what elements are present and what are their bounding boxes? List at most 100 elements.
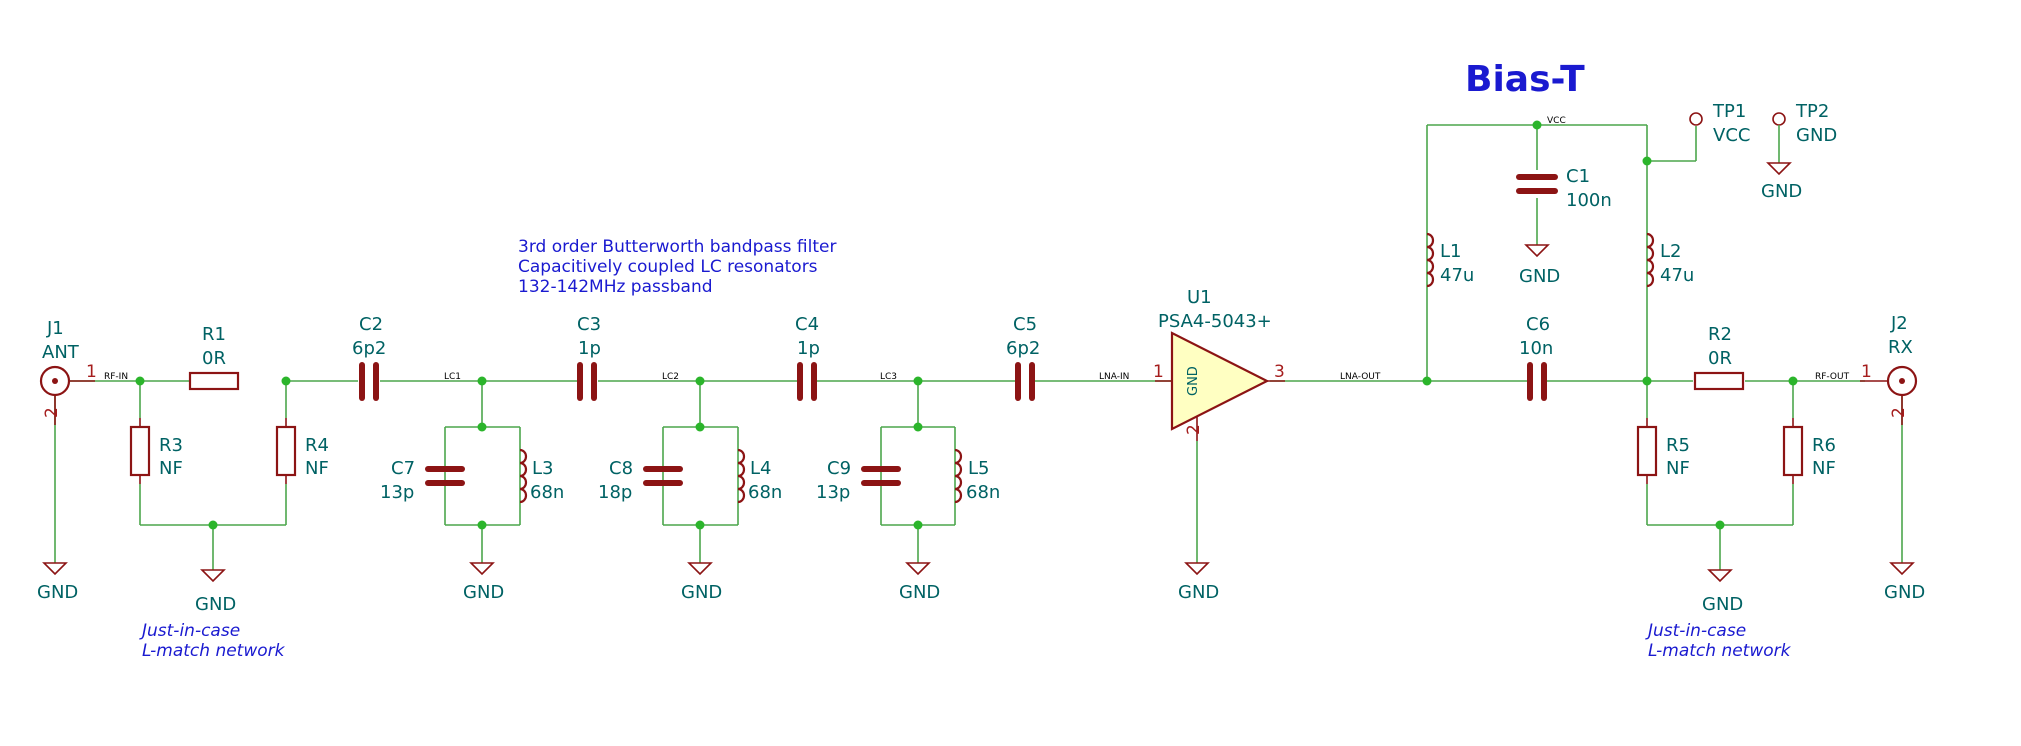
- ground-icon: [1184, 562, 1210, 576]
- resistor-r2[interactable]: R2 0R: [1693, 324, 1745, 391]
- j1-pin1-number: 1: [86, 362, 97, 382]
- junction-dot: [1642, 376, 1652, 386]
- junction-dot: [695, 376, 705, 386]
- c2-ref: C2: [359, 314, 383, 335]
- j1-pin2-number: 2: [42, 407, 62, 418]
- junction-dot: [1532, 120, 1542, 130]
- inductor-l2[interactable]: L2 47u: [1646, 232, 1694, 288]
- resistor-icon: [129, 425, 151, 477]
- inductor-l5[interactable]: L5 68n: [954, 448, 1000, 504]
- inductor-l3[interactable]: L3 68n: [519, 448, 564, 504]
- gnd-label: GND: [1761, 181, 1802, 202]
- gnd-label: GND: [681, 582, 722, 603]
- resistor-r1[interactable]: R1 0R: [188, 324, 240, 391]
- junction-dot: [208, 520, 218, 530]
- r6-value: NF: [1812, 458, 1836, 479]
- r4-ref: R4: [305, 435, 329, 456]
- signal-wires: [54, 124, 1903, 570]
- gnd-label: GND: [1702, 594, 1743, 615]
- junction-dot: [1788, 376, 1798, 386]
- bias-t-title: Bias-T: [1465, 59, 1585, 100]
- ground-icon: [200, 569, 226, 583]
- ground-icon: [1524, 244, 1550, 258]
- net-label-lc3: LC3: [880, 372, 897, 382]
- c5-value: 6p2: [1006, 338, 1040, 359]
- gnd-symbol-lmatch-right: GND: [1702, 569, 1743, 615]
- lmatch-right-note-line1: Just-in-case: [1645, 621, 1746, 641]
- junctions: [135, 120, 1798, 530]
- resistor-r6[interactable]: R6 NF: [1782, 418, 1836, 484]
- resistor-r3[interactable]: R3 NF: [129, 418, 183, 484]
- tp2-value: GND: [1796, 125, 1837, 146]
- junction-dot: [1422, 376, 1432, 386]
- capacitor-c6[interactable]: C6 10n: [1519, 314, 1553, 401]
- gnd-label: GND: [1884, 582, 1925, 603]
- gnd-label: GND: [1178, 582, 1219, 603]
- capacitor-c3[interactable]: C3 1p: [577, 314, 601, 401]
- inductor-coil-icon: [519, 448, 528, 504]
- test-point-tp1[interactable]: TP1 VCC: [1689, 101, 1750, 146]
- junction-dot: [695, 520, 705, 530]
- capacitor-c5[interactable]: C5 6p2: [1006, 314, 1040, 401]
- j2-value: RX: [1888, 337, 1913, 358]
- amplifier-u1[interactable]: GND U1 PSA4-5043+ 1 3 2: [1153, 287, 1285, 441]
- inductor-l4[interactable]: L4 68n: [737, 448, 782, 504]
- c6-ref: C6: [1526, 314, 1550, 335]
- r2-ref: R2: [1708, 324, 1732, 345]
- gnd-label: GND: [899, 582, 940, 603]
- gnd-label: GND: [1519, 266, 1560, 287]
- r5-value: NF: [1666, 458, 1690, 479]
- ground-icon: [905, 562, 931, 576]
- c8-ref: C8: [609, 458, 633, 479]
- tp1-value: VCC: [1713, 125, 1750, 146]
- amplifier-triangle-icon: [1170, 331, 1270, 431]
- ground-icon: [1889, 562, 1915, 576]
- junction-dot: [1642, 156, 1652, 166]
- r1-value: 0R: [202, 348, 226, 369]
- c9-ref: C9: [827, 458, 851, 479]
- c4-ref: C4: [795, 314, 819, 335]
- gnd-label: GND: [463, 582, 504, 603]
- resistor-r5[interactable]: R5 NF: [1636, 418, 1690, 484]
- l2-value: 47u: [1660, 265, 1694, 286]
- inductor-coil-icon: [1426, 232, 1435, 288]
- net-label-vcc: VCC: [1547, 116, 1566, 126]
- test-point-tp2[interactable]: TP2 GND: [1772, 101, 1837, 163]
- l5-ref: L5: [968, 458, 989, 479]
- l2-ref: L2: [1660, 241, 1681, 262]
- net-label-rf-out: RF-OUT: [1815, 372, 1850, 382]
- net-label-lna-out: LNA-OUT: [1340, 372, 1381, 382]
- net-label-lc1: LC1: [444, 372, 461, 382]
- connector-j1[interactable]: J1 ANT 1 2: [39, 318, 97, 425]
- l3-value: 68n: [530, 482, 564, 503]
- r5-ref: R5: [1666, 435, 1690, 456]
- resistor-r4[interactable]: R4 NF: [275, 418, 329, 484]
- resistor-icon: [1782, 425, 1804, 477]
- capacitor-c2[interactable]: C2 6p2: [352, 314, 386, 401]
- gnd-symbol-res1: GND: [463, 562, 504, 603]
- capacitor-c1[interactable]: C1 100n: [1516, 166, 1612, 211]
- test-point-icon: [1689, 112, 1703, 126]
- c8-value: 18p: [598, 482, 632, 503]
- inductor-l1[interactable]: L1 47u: [1426, 232, 1474, 288]
- j2-pin2-number: 2: [1889, 407, 1909, 418]
- filter-note-line2: Capacitively coupled LC resonators: [518, 257, 818, 277]
- junction-dot: [1715, 520, 1725, 530]
- capacitor-c9[interactable]: C9 13p: [816, 458, 901, 503]
- junction-dot: [913, 376, 923, 386]
- ground-icon: [469, 562, 495, 576]
- capacitor-c8[interactable]: C8 18p: [598, 458, 683, 503]
- ground-icon: [1766, 162, 1792, 176]
- ground-icon: [687, 562, 713, 576]
- junction-dot: [695, 422, 705, 432]
- capacitor-c4[interactable]: C4 1p: [795, 314, 820, 401]
- tp1-ref: TP1: [1712, 101, 1746, 122]
- capacitor-c7[interactable]: C7 13p: [380, 458, 465, 503]
- c9-value: 13p: [816, 482, 850, 503]
- c1-value: 100n: [1566, 190, 1612, 211]
- c5-ref: C5: [1013, 314, 1037, 335]
- connector-j2[interactable]: J2 RX 1 2: [1860, 313, 1918, 425]
- junction-dot: [477, 376, 487, 386]
- filter-note-line1: 3rd order Butterworth bandpass filter: [518, 237, 836, 257]
